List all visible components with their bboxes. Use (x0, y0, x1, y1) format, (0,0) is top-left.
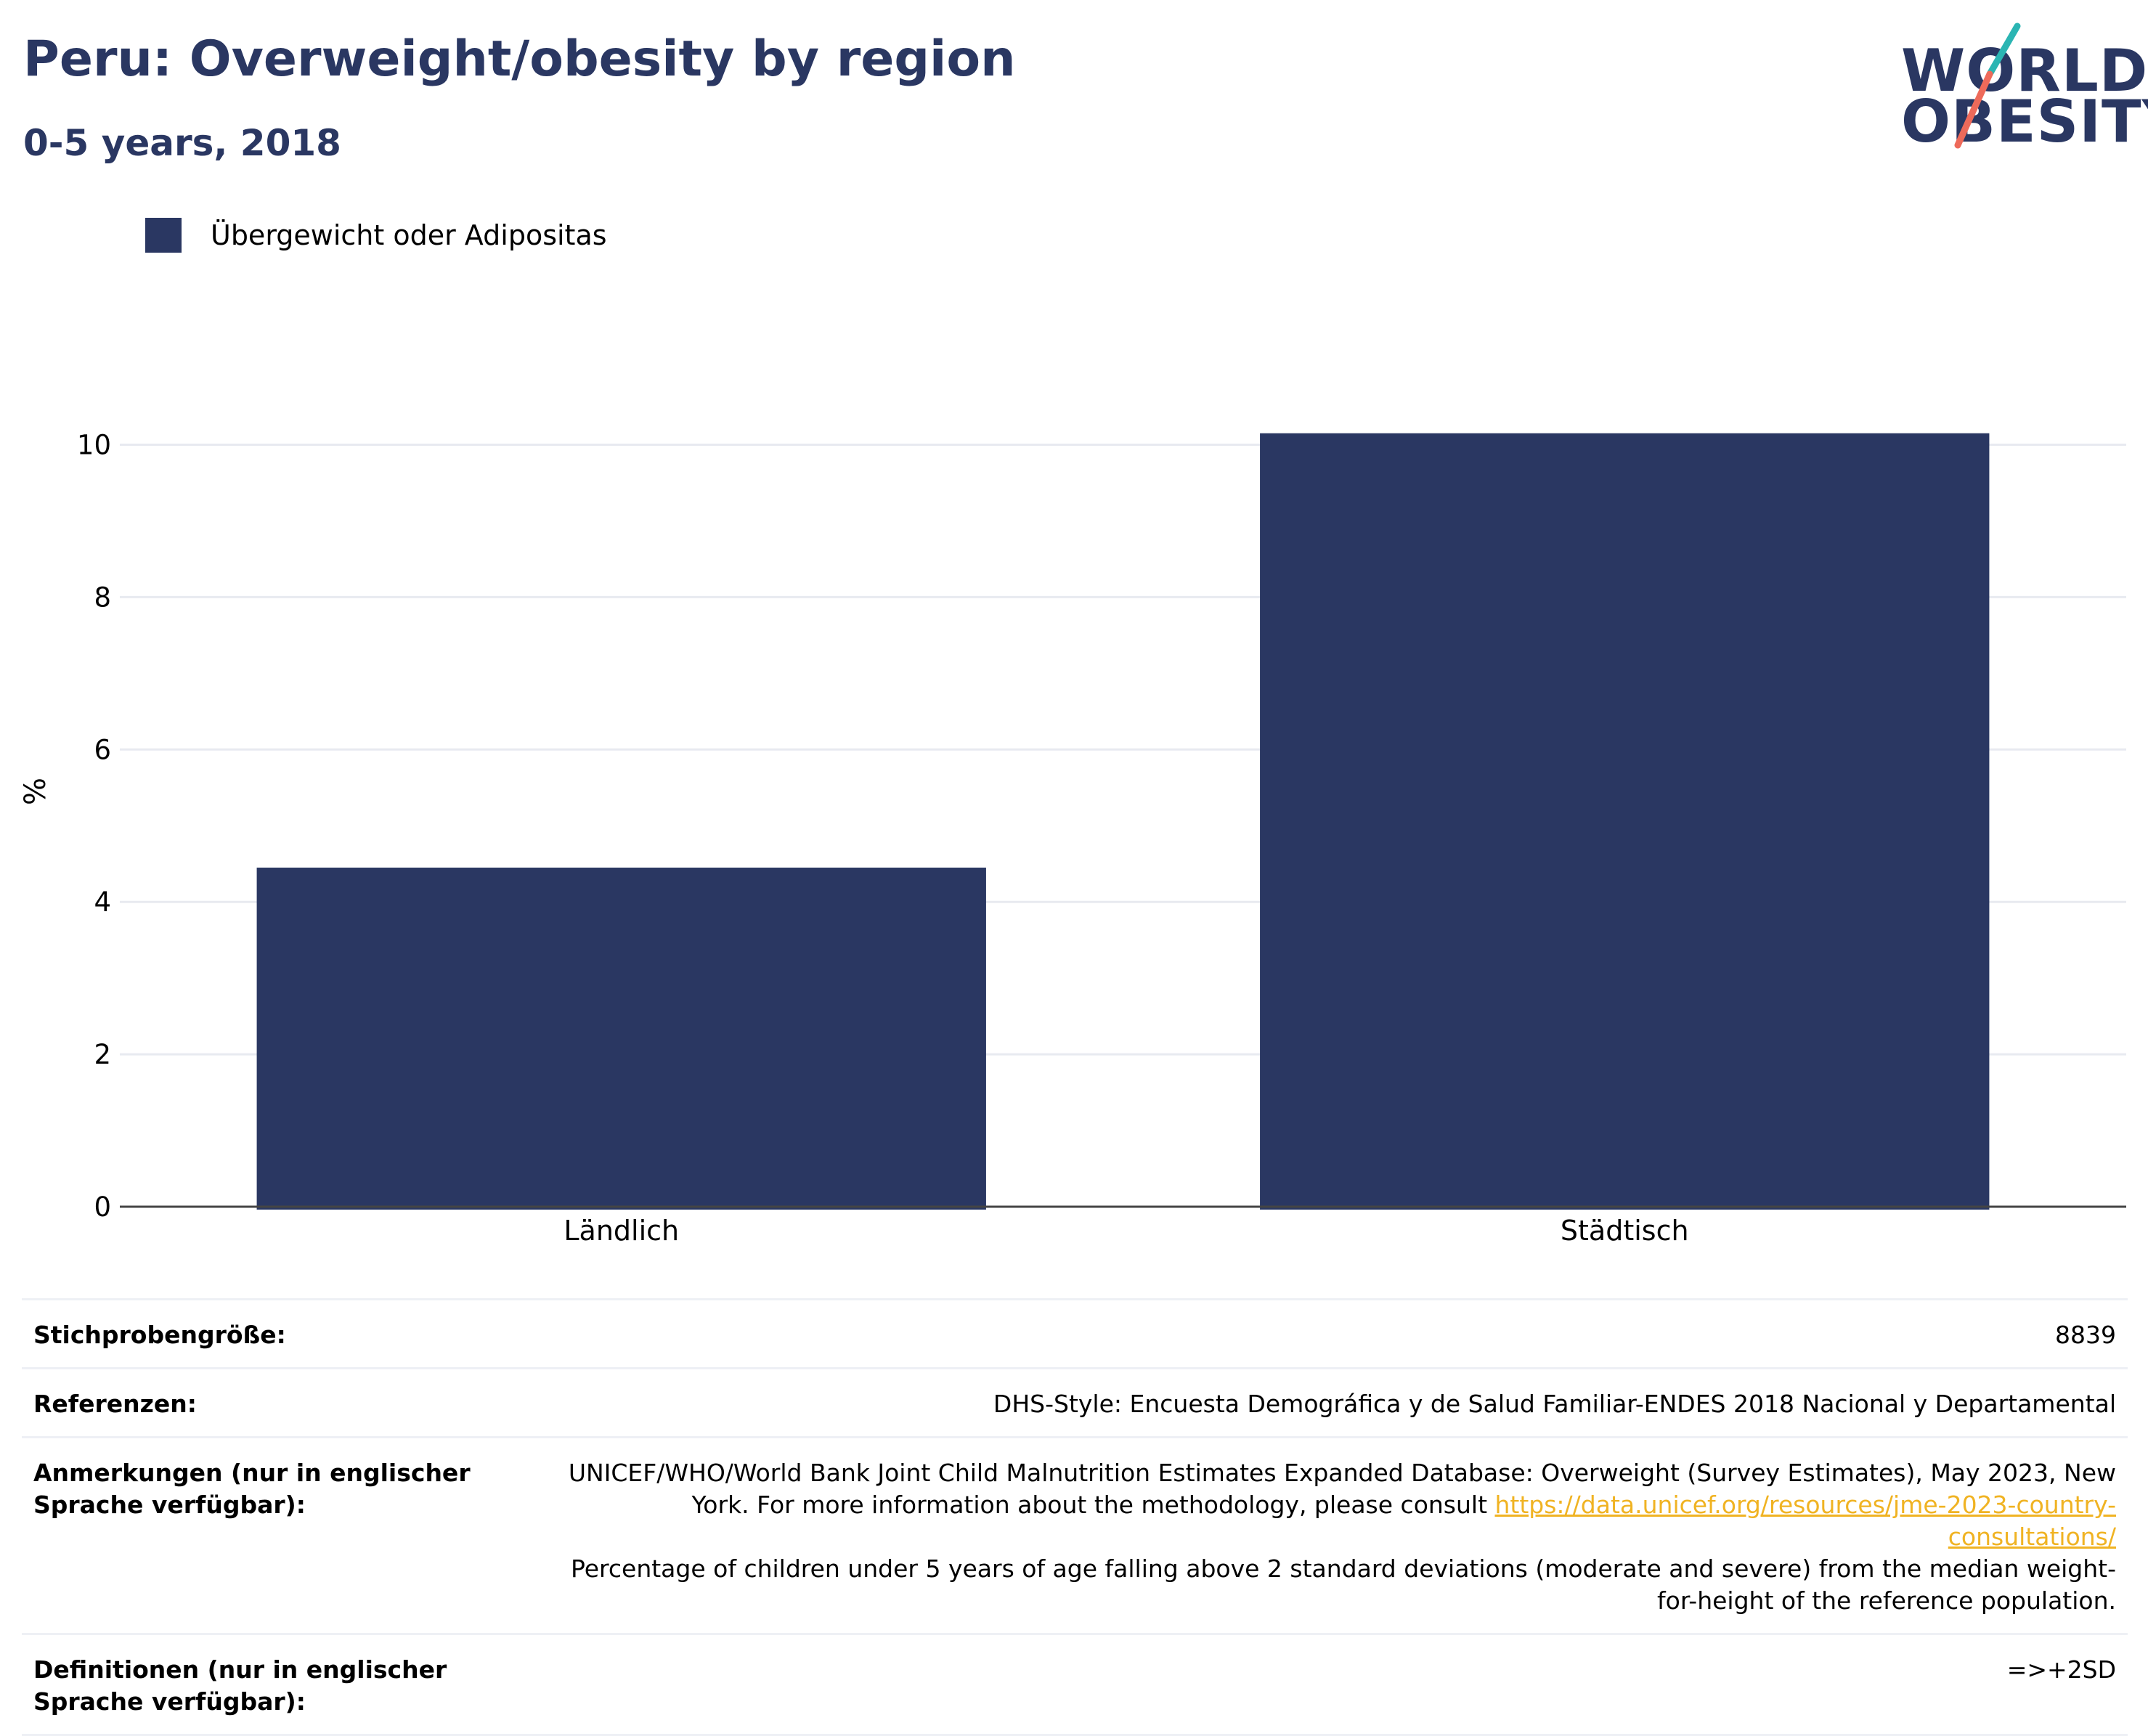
sample-size-value: 8839 (2055, 1321, 2116, 1349)
legend-label: Übergewicht oder Adipositas (211, 219, 607, 251)
logo-slash-icon (1954, 23, 2021, 149)
methodology-link[interactable]: https://data.unicef.org/resources/jme-20… (1494, 1491, 2117, 1551)
notes-text-1: UNICEF/WHO/World Bank Joint Child Malnut… (568, 1459, 2116, 1519)
legend-swatch (145, 218, 182, 253)
y-tick-label: 8 (94, 582, 111, 613)
info-table: Stichprobengröße: 8839 Referenzen: DHS-S… (22, 1298, 2128, 1736)
notes-text-2: Percentage of children under 5 years of … (571, 1554, 2116, 1615)
sample-size-label: Stichprobengröße: (33, 1321, 286, 1349)
info-row-notes: Anmerkungen (nur in englischer Sprache v… (22, 1436, 2128, 1633)
bars (256, 433, 1990, 1210)
chart-title: Peru: Overweight/obesity by region (23, 30, 1016, 88)
info-row-sample-size: Stichprobengröße: 8839 (22, 1298, 2128, 1367)
bar-chart: 0 2 4 6 8 10 Ländlich Städtisch % (19, 429, 2126, 1247)
bar (256, 867, 986, 1210)
y-axis-label: % (19, 778, 52, 805)
chart-subtitle: 0-5 years, 2018 (23, 122, 341, 164)
logo-line-2: OBESITY (1901, 88, 2148, 155)
y-tick-label: 4 (94, 887, 111, 918)
notes-label: Anmerkungen (nur in englischer Sprache v… (33, 1459, 471, 1519)
y-tick-label: 0 (94, 1191, 111, 1223)
legend: Übergewicht oder Adipositas (145, 216, 607, 254)
bar (1260, 433, 1990, 1210)
logo-line-1: WORLD (1901, 37, 2148, 105)
y-tick-label: 6 (94, 734, 111, 765)
notes-value: UNICEF/WHO/World Bank Joint Child Malnut… (556, 1457, 2116, 1617)
y-tick-label: 2 (94, 1039, 111, 1070)
definitions-label: Definitionen (nur in englischer Sprache … (33, 1655, 447, 1716)
x-tick-label: Städtisch (1561, 1215, 1689, 1247)
definitions-value: =>+2SD (2006, 1655, 2116, 1684)
x-tick-labels: Ländlich Städtisch (564, 1215, 1688, 1247)
info-row-definitions: Definitionen (nur in englischer Sprache … (22, 1633, 2128, 1736)
x-tick-label: Ländlich (564, 1215, 679, 1247)
info-row-references: Referenzen: DHS-Style: Encuesta Demográf… (22, 1367, 2128, 1436)
world-obesity-logo: WORLD OBESITY (1888, 22, 2148, 152)
references-label: Referenzen: (33, 1390, 197, 1418)
y-tick-label: 10 (77, 429, 111, 460)
y-tick-labels: 0 2 4 6 8 10 (77, 429, 111, 1223)
references-value: DHS-Style: Encuesta Demográfica y de Sal… (993, 1390, 2116, 1418)
